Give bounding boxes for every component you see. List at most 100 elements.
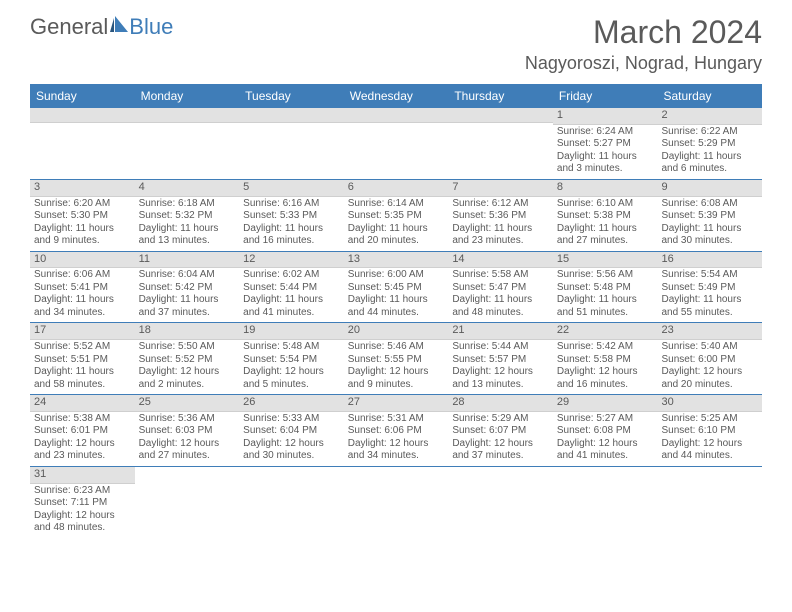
- daylight-text: Daylight: 11 hours and 30 minutes.: [661, 223, 758, 248]
- sunrise-text: Sunrise: 6:18 AM: [139, 198, 236, 211]
- sunset-text: Sunset: 5:27 PM: [557, 138, 654, 151]
- empty-head: [30, 108, 135, 123]
- day-number: 12: [239, 252, 344, 269]
- daylight-text: Daylight: 12 hours and 2 minutes.: [139, 366, 236, 391]
- sunrise-text: Sunrise: 6:16 AM: [243, 198, 340, 211]
- day-body: Sunrise: 5:42 AMSunset: 5:58 PMDaylight:…: [553, 340, 658, 394]
- daylight-text: Daylight: 11 hours and 58 minutes.: [34, 366, 131, 391]
- day-body: Sunrise: 5:56 AMSunset: 5:48 PMDaylight:…: [553, 268, 658, 322]
- sunrise-text: Sunrise: 5:31 AM: [348, 413, 445, 426]
- sunrise-text: Sunrise: 5:56 AM: [557, 269, 654, 282]
- sunrise-text: Sunrise: 5:25 AM: [661, 413, 758, 426]
- daylight-text: Daylight: 12 hours and 16 minutes.: [557, 366, 654, 391]
- day-cell: 24Sunrise: 5:38 AMSunset: 6:01 PMDayligh…: [30, 395, 135, 466]
- empty-cell: [344, 108, 449, 179]
- day-number: 3: [30, 180, 135, 197]
- sunrise-text: Sunrise: 5:42 AM: [557, 341, 654, 354]
- daylight-text: Daylight: 12 hours and 48 minutes.: [34, 510, 131, 535]
- day-cell: 2Sunrise: 6:22 AMSunset: 5:29 PMDaylight…: [657, 108, 762, 179]
- day-number: 28: [448, 395, 553, 412]
- day-number: 13: [344, 252, 449, 269]
- day-cell: 27Sunrise: 5:31 AMSunset: 6:06 PMDayligh…: [344, 395, 449, 466]
- day-number: 2: [657, 108, 762, 125]
- sunset-text: Sunset: 5:52 PM: [139, 354, 236, 367]
- empty-head: [135, 467, 240, 482]
- sunset-text: Sunset: 6:07 PM: [452, 425, 549, 438]
- sunset-text: Sunset: 5:38 PM: [557, 210, 654, 223]
- logo-text-general: Genera: [30, 14, 103, 40]
- day-number: 31: [30, 467, 135, 484]
- sunrise-text: Sunrise: 5:29 AM: [452, 413, 549, 426]
- daylight-text: Daylight: 12 hours and 37 minutes.: [452, 438, 549, 463]
- empty-cell: [239, 108, 344, 179]
- empty-cell: [135, 467, 240, 538]
- empty-head: [239, 467, 344, 482]
- empty-cell: [657, 467, 762, 538]
- day-cell: 13Sunrise: 6:00 AMSunset: 5:45 PMDayligh…: [344, 252, 449, 323]
- sunset-text: Sunset: 5:54 PM: [243, 354, 340, 367]
- daylight-text: Daylight: 12 hours and 27 minutes.: [139, 438, 236, 463]
- day-cell: 28Sunrise: 5:29 AMSunset: 6:07 PMDayligh…: [448, 395, 553, 466]
- day-number: 30: [657, 395, 762, 412]
- day-body: Sunrise: 6:18 AMSunset: 5:32 PMDaylight:…: [135, 197, 240, 251]
- day-number: 26: [239, 395, 344, 412]
- day-cell: 15Sunrise: 5:56 AMSunset: 5:48 PMDayligh…: [553, 252, 658, 323]
- sunset-text: Sunset: 5:45 PM: [348, 282, 445, 295]
- day-number: 23: [657, 323, 762, 340]
- sunset-text: Sunset: 6:03 PM: [139, 425, 236, 438]
- day-number: 19: [239, 323, 344, 340]
- daylight-text: Daylight: 11 hours and 13 minutes.: [139, 223, 236, 248]
- daylight-text: Daylight: 12 hours and 13 minutes.: [452, 366, 549, 391]
- weekday-friday: Friday: [553, 84, 658, 108]
- day-cell: 17Sunrise: 5:52 AMSunset: 5:51 PMDayligh…: [30, 323, 135, 394]
- day-cell: 6Sunrise: 6:14 AMSunset: 5:35 PMDaylight…: [344, 180, 449, 251]
- day-body: Sunrise: 6:23 AMSunset: 7:11 PMDaylight:…: [30, 484, 135, 538]
- day-number: 24: [30, 395, 135, 412]
- sunrise-text: Sunrise: 6:12 AM: [452, 198, 549, 211]
- page-title: March 2024: [525, 14, 762, 51]
- sunrise-text: Sunrise: 5:50 AM: [139, 341, 236, 354]
- empty-cell: [344, 467, 449, 538]
- daylight-text: Daylight: 12 hours and 23 minutes.: [34, 438, 131, 463]
- week-row: 31Sunrise: 6:23 AMSunset: 7:11 PMDayligh…: [30, 467, 762, 538]
- daylight-text: Daylight: 11 hours and 41 minutes.: [243, 294, 340, 319]
- sunrise-text: Sunrise: 5:52 AM: [34, 341, 131, 354]
- day-body: Sunrise: 5:31 AMSunset: 6:06 PMDaylight:…: [344, 412, 449, 466]
- day-cell: 14Sunrise: 5:58 AMSunset: 5:47 PMDayligh…: [448, 252, 553, 323]
- weekday-monday: Monday: [135, 84, 240, 108]
- daylight-text: Daylight: 11 hours and 37 minutes.: [139, 294, 236, 319]
- sunrise-text: Sunrise: 6:08 AM: [661, 198, 758, 211]
- day-cell: 4Sunrise: 6:18 AMSunset: 5:32 PMDaylight…: [135, 180, 240, 251]
- day-cell: 9Sunrise: 6:08 AMSunset: 5:39 PMDaylight…: [657, 180, 762, 251]
- sunset-text: Sunset: 5:58 PM: [557, 354, 654, 367]
- sunrise-text: Sunrise: 6:10 AM: [557, 198, 654, 211]
- day-number: 20: [344, 323, 449, 340]
- sunrise-text: Sunrise: 6:02 AM: [243, 269, 340, 282]
- sunrise-text: Sunrise: 6:20 AM: [34, 198, 131, 211]
- daylight-text: Daylight: 12 hours and 34 minutes.: [348, 438, 445, 463]
- weekday-wednesday: Wednesday: [344, 84, 449, 108]
- weekday-header-row: SundayMondayTuesdayWednesdayThursdayFrid…: [30, 84, 762, 108]
- daylight-text: Daylight: 11 hours and 27 minutes.: [557, 223, 654, 248]
- empty-cell: [448, 467, 553, 538]
- sunset-text: Sunset: 7:11 PM: [34, 497, 131, 510]
- sunrise-text: Sunrise: 5:27 AM: [557, 413, 654, 426]
- week-row: 17Sunrise: 5:52 AMSunset: 5:51 PMDayligh…: [30, 323, 762, 395]
- sunrise-text: Sunrise: 5:38 AM: [34, 413, 131, 426]
- sunset-text: Sunset: 5:36 PM: [452, 210, 549, 223]
- day-number: 11: [135, 252, 240, 269]
- day-number: 10: [30, 252, 135, 269]
- empty-cell: [553, 467, 658, 538]
- empty-head: [448, 108, 553, 123]
- day-cell: 29Sunrise: 5:27 AMSunset: 6:08 PMDayligh…: [553, 395, 658, 466]
- day-cell: 21Sunrise: 5:44 AMSunset: 5:57 PMDayligh…: [448, 323, 553, 394]
- weekday-thursday: Thursday: [448, 84, 553, 108]
- day-body: Sunrise: 5:40 AMSunset: 6:00 PMDaylight:…: [657, 340, 762, 394]
- sunset-text: Sunset: 5:42 PM: [139, 282, 236, 295]
- sunset-text: Sunset: 5:44 PM: [243, 282, 340, 295]
- sunset-text: Sunset: 5:41 PM: [34, 282, 131, 295]
- day-number: 22: [553, 323, 658, 340]
- sunset-text: Sunset: 5:39 PM: [661, 210, 758, 223]
- sunrise-text: Sunrise: 5:54 AM: [661, 269, 758, 282]
- header: General Blue March 2024 Nagyoroszi, Nogr…: [0, 0, 792, 80]
